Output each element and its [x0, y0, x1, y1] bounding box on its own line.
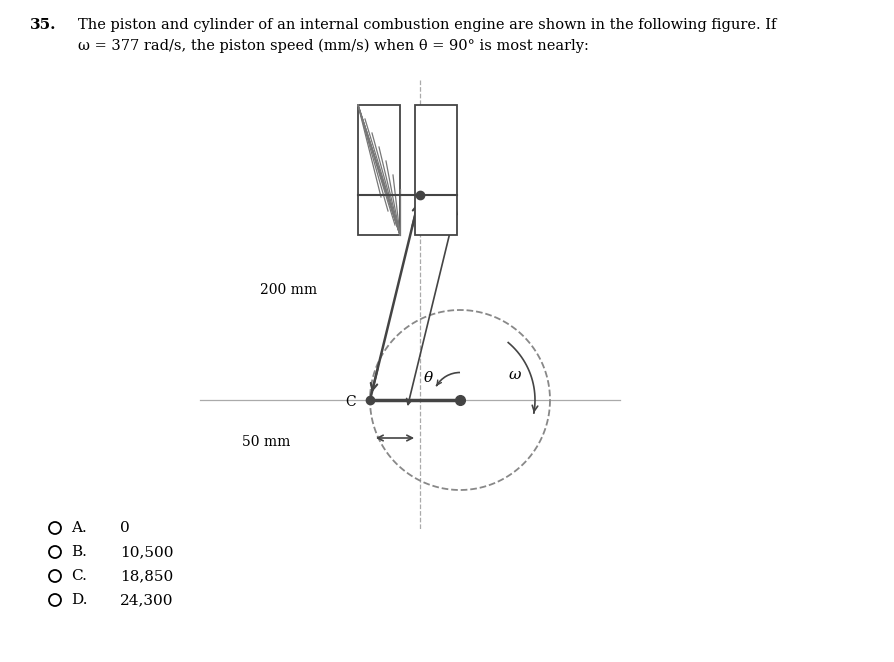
Text: 50 mm: 50 mm [242, 435, 291, 449]
Text: ω: ω [509, 368, 521, 382]
Bar [415, 105, 457, 235]
Bar [358, 105, 400, 235]
Text: 0: 0 [120, 521, 130, 535]
Text: D.: D. [71, 593, 88, 607]
Text: 24,300: 24,300 [120, 593, 173, 607]
Text: θ: θ [424, 371, 433, 385]
Text: p: p [426, 190, 434, 204]
Text: 18,850: 18,850 [120, 569, 173, 583]
Text: C.: C. [71, 569, 87, 583]
Bar [415, 105, 457, 235]
Text: 10,500: 10,500 [120, 545, 173, 559]
Text: 200 mm: 200 mm [260, 283, 317, 297]
Text: The piston and cylinder of an internal combustion engine are shown in the follow: The piston and cylinder of an internal c… [78, 18, 776, 53]
Bar [358, 105, 400, 235]
Text: A.: A. [71, 521, 87, 535]
Text: 35.: 35. [30, 18, 56, 32]
Text: C: C [345, 395, 356, 409]
Text: B.: B. [71, 545, 87, 559]
